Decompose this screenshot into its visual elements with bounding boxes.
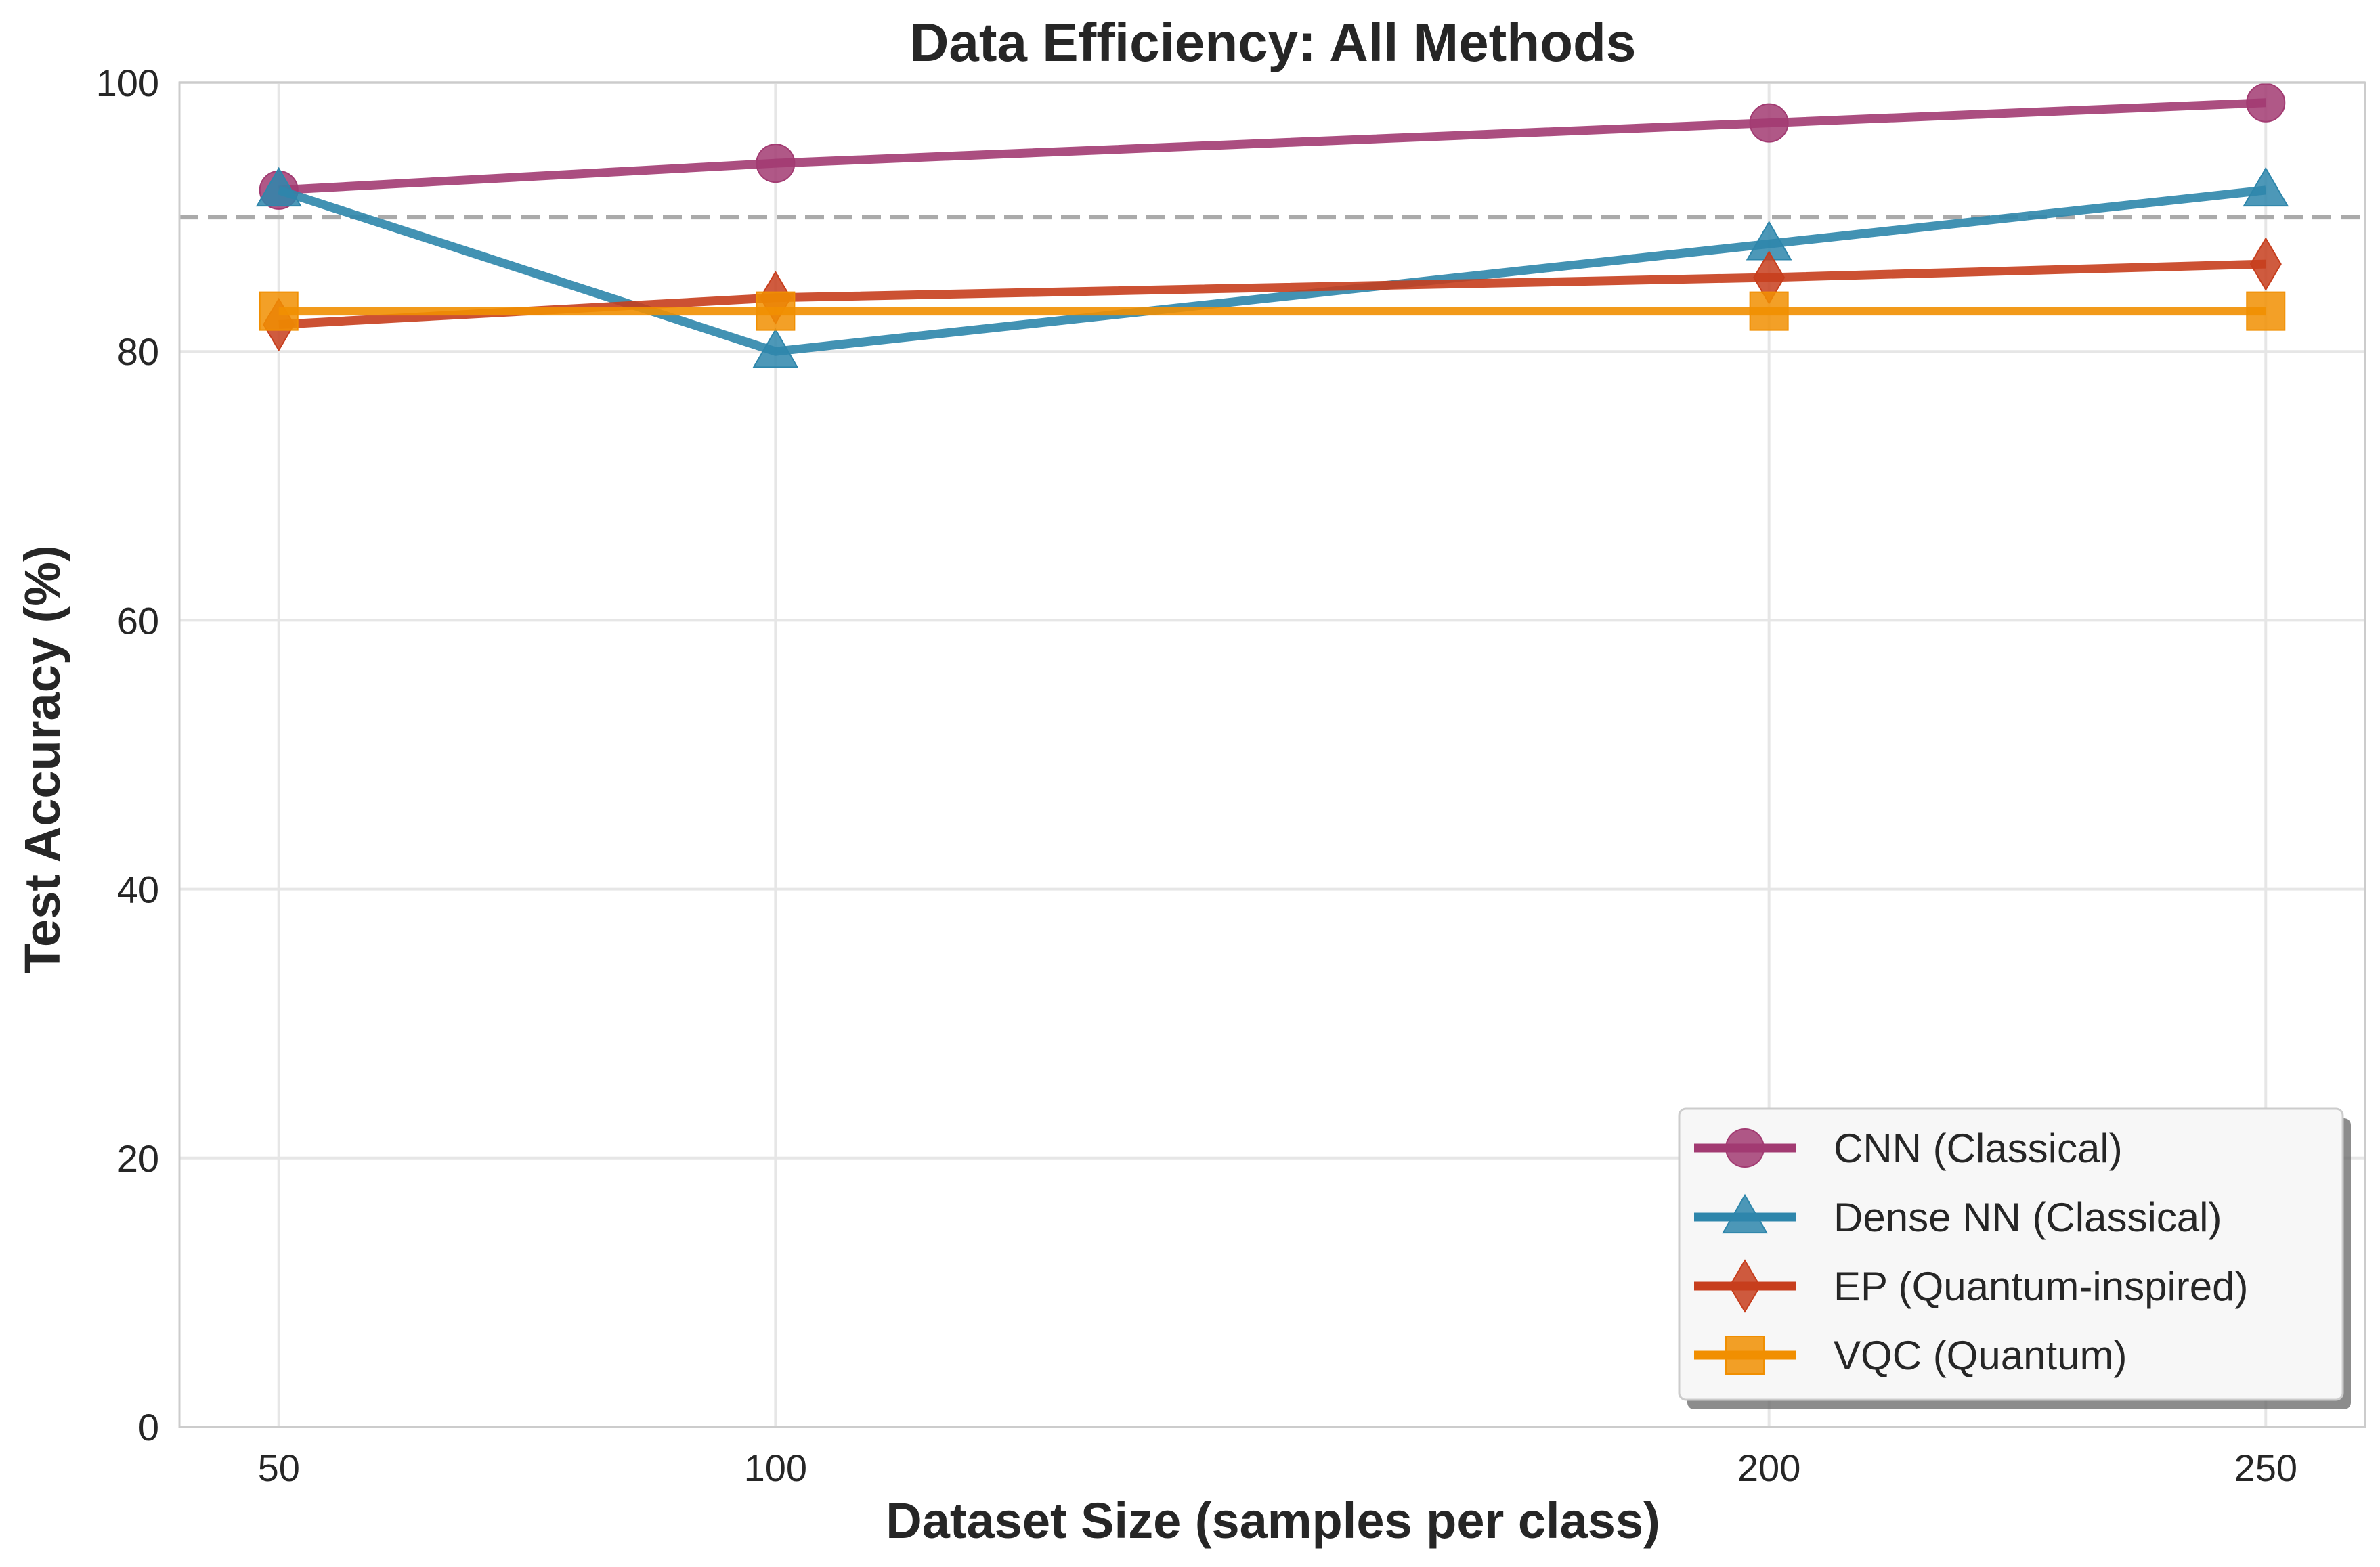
data-point [752,328,799,368]
legend-item: EP (Quantum-inspired) [1694,1259,2248,1313]
data-point [2246,83,2286,123]
series-layer [255,83,2289,368]
chart-title: Data Efficiency: All Methods [910,12,1637,72]
series-line [277,185,2266,356]
data-point [2249,237,2282,291]
square-marker [1725,1336,1765,1375]
circle-marker [1725,1128,1765,1168]
x-axis-label: Dataset Size (samples per class) [886,1493,1660,1549]
data-point [259,291,299,331]
y-tick-label: 100 [96,62,159,104]
y-tick-label: 80 [117,330,159,373]
data-point [255,167,302,207]
data-point [2246,291,2286,331]
series-line [278,98,2266,195]
data-point [756,291,796,331]
series-square [259,291,2286,331]
series-circle [259,83,2286,210]
legend: CNN (Classical) Dense NN (Classical) EP (Q… [1678,1107,2351,1409]
y-tick-label: 60 [117,599,159,642]
x-tick-label: 100 [744,1447,807,1489]
tick-labels: 0 20 40 60 80 100 50 100 200 250 [96,62,2297,1489]
series-triangle [255,167,2289,368]
data-point [1749,291,1789,331]
legend-item: CNN (Classical) [1694,1126,2123,1171]
legend-item: VQC (Quantum) [1694,1333,2127,1378]
legend-box [1678,1107,2344,1401]
x-tick-label: 200 [1737,1447,1800,1489]
y-tick-label: 0 [138,1406,159,1449]
legend-label: CNN (Classical) [1834,1126,2123,1171]
plot-frame [178,81,2366,1428]
y-axis-label: Test Accuracy (%) [14,545,70,973]
legend-item: Dense NN (Classical) [1694,1193,2222,1240]
y-tick-label: 20 [117,1137,159,1180]
legend-label: EP (Quantum-inspired) [1834,1264,2248,1309]
diamond-marker [1729,1259,1761,1313]
triangle-marker [1722,1193,1768,1234]
x-tick-label: 250 [2234,1447,2297,1489]
data-point [2243,167,2289,207]
x-tick-label: 50 [258,1447,300,1489]
y-tick-label: 40 [117,868,159,911]
legend-label: VQC (Quantum) [1834,1333,2127,1378]
data-point [1749,103,1789,143]
legend-label: Dense NN (Classical) [1834,1195,2222,1240]
data-point [756,144,796,183]
